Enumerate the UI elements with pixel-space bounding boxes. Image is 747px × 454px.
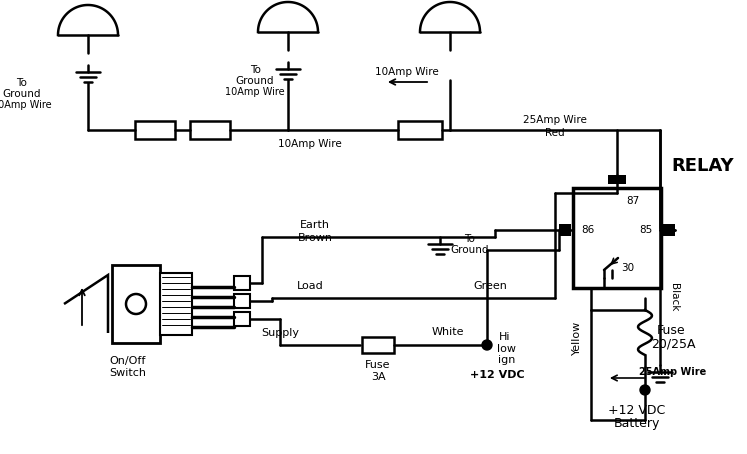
- Bar: [608, 175, 626, 184]
- Text: RELAY: RELAY: [672, 157, 734, 175]
- Bar: [398, 121, 442, 139]
- Text: 10Amp Wire: 10Amp Wire: [225, 87, 285, 97]
- Text: Earth: Earth: [300, 220, 330, 230]
- Text: 25Amp Wire: 25Amp Wire: [639, 367, 707, 377]
- Text: To: To: [16, 78, 28, 88]
- Text: Green: Green: [473, 281, 507, 291]
- Bar: [663, 224, 675, 236]
- Text: Supply: Supply: [261, 328, 299, 338]
- Text: 25Amp Wire: 25Amp Wire: [523, 115, 587, 125]
- Text: 3A: 3A: [371, 372, 385, 382]
- Text: 30: 30: [622, 263, 634, 273]
- Text: Black: Black: [669, 283, 679, 311]
- Bar: [112, 265, 160, 343]
- Text: Ground: Ground: [3, 89, 41, 99]
- Text: Fuse: Fuse: [657, 324, 685, 336]
- Bar: [573, 188, 661, 288]
- Text: +12 VDC: +12 VDC: [608, 404, 666, 416]
- Text: Switch: Switch: [110, 368, 146, 378]
- Bar: [362, 337, 394, 353]
- Text: Hi: Hi: [499, 332, 511, 342]
- Text: 85: 85: [639, 225, 653, 235]
- Text: 86: 86: [581, 225, 595, 235]
- Text: Yellow: Yellow: [572, 321, 582, 355]
- Text: Ground: Ground: [450, 245, 489, 255]
- Bar: [559, 224, 571, 236]
- Bar: [234, 312, 250, 326]
- Text: 20/25A: 20/25A: [651, 337, 695, 350]
- Text: Ground: Ground: [236, 76, 274, 86]
- Bar: [234, 276, 250, 290]
- Text: 10Amp Wire: 10Amp Wire: [375, 67, 439, 77]
- Text: low: low: [498, 344, 516, 354]
- Text: 10Amp Wire: 10Amp Wire: [0, 100, 52, 110]
- Text: To: To: [465, 234, 475, 244]
- Text: White: White: [432, 327, 464, 337]
- Text: Battery: Battery: [614, 418, 660, 430]
- Text: Red: Red: [545, 128, 565, 138]
- Text: ign: ign: [498, 355, 515, 365]
- Text: Fuse: Fuse: [365, 360, 391, 370]
- Text: On/Off: On/Off: [110, 356, 146, 366]
- Text: To: To: [249, 65, 261, 75]
- Text: Brown: Brown: [297, 233, 332, 243]
- Bar: [190, 121, 230, 139]
- Circle shape: [640, 385, 650, 395]
- Text: +12 VDC: +12 VDC: [470, 370, 524, 380]
- Text: 10Amp Wire: 10Amp Wire: [278, 139, 342, 149]
- Bar: [234, 294, 250, 308]
- Bar: [160, 273, 192, 335]
- Text: Load: Load: [297, 281, 323, 291]
- Bar: [135, 121, 175, 139]
- Text: 87: 87: [627, 196, 639, 206]
- Circle shape: [482, 340, 492, 350]
